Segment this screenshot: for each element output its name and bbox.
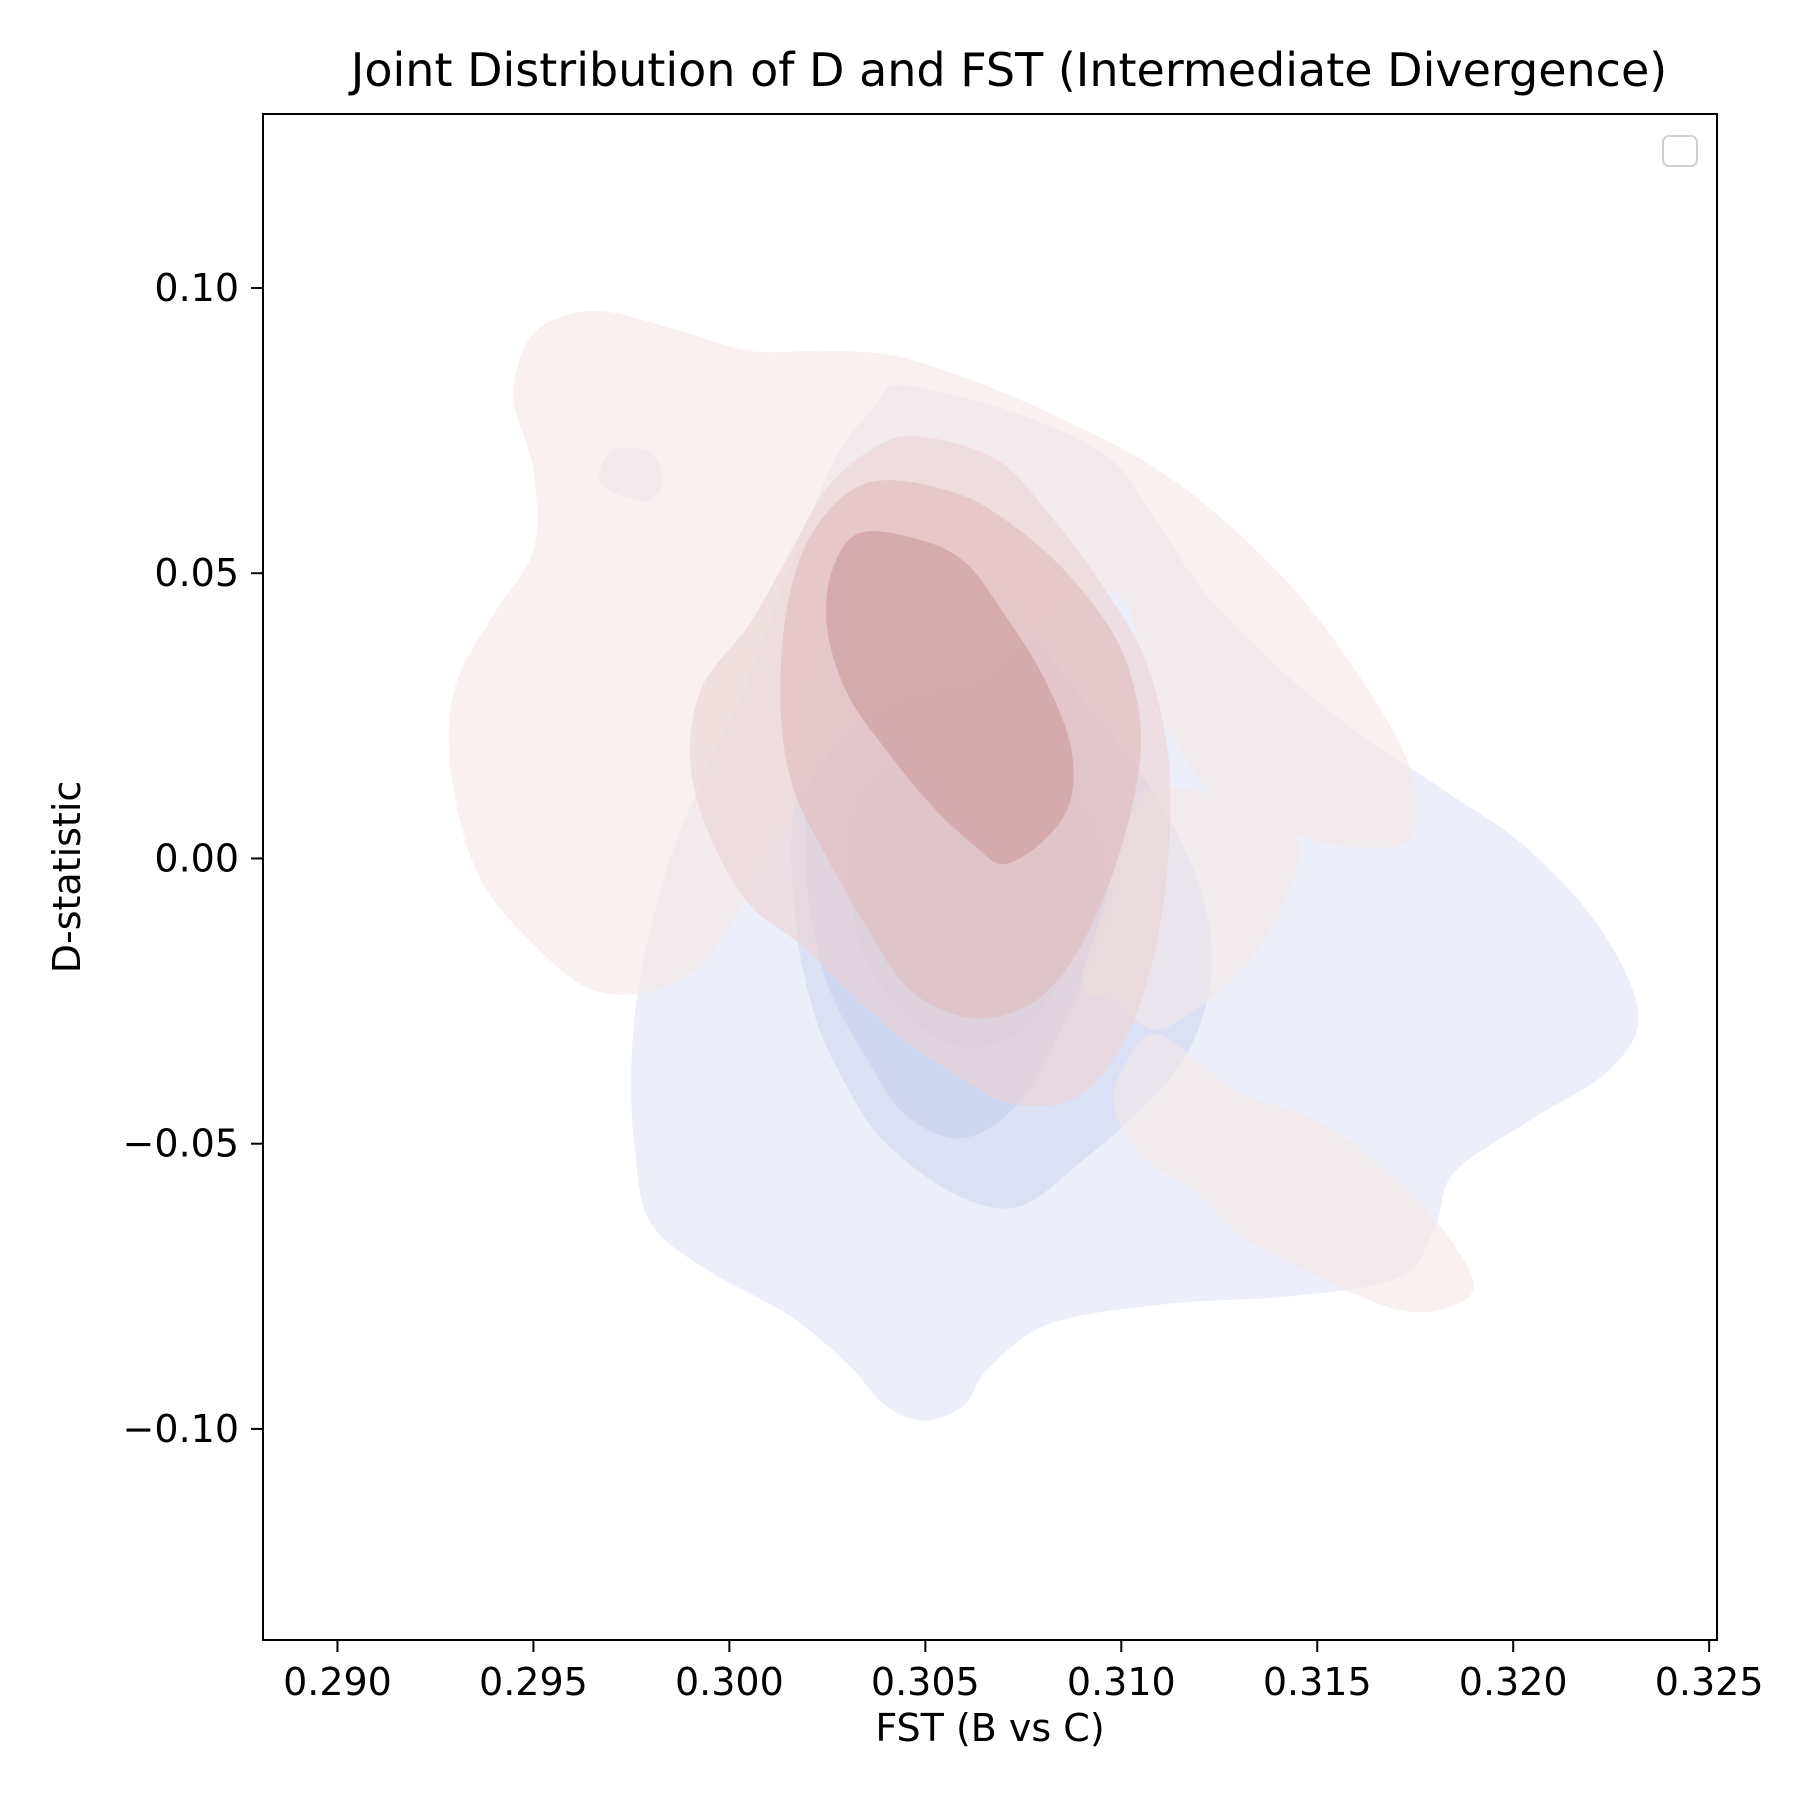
kde-series-red [448, 310, 1474, 1313]
x-tick-label: 0.300 [675, 1660, 784, 1704]
x-tick-label: 0.290 [283, 1660, 392, 1704]
x-tick-label: 0.315 [1263, 1660, 1372, 1704]
legend-box [1662, 135, 1698, 167]
y-tick-label: −0.10 [123, 1407, 239, 1451]
plot-area-frame [262, 113, 1718, 1641]
y-axis-label: D-statistic [45, 781, 89, 974]
y-tick-label: 0.10 [154, 266, 239, 310]
x-axis-label: FST (B vs C) [875, 1706, 1104, 1750]
x-tick-label: 0.325 [1655, 1660, 1764, 1704]
x-tick-label: 0.320 [1459, 1660, 1568, 1704]
contour-red-level-4-1 [826, 531, 1074, 865]
x-tick-label: 0.295 [479, 1660, 588, 1704]
x-axis: 0.290 0.295 0.300 0.305 0.310 0.315 0.320 0.325 [283, 1640, 1764, 1704]
contour-red-level-1-3 [1113, 1034, 1474, 1313]
y-tick-label: 0.00 [154, 836, 239, 880]
x-tick-label: 0.305 [871, 1660, 980, 1704]
contour-layer [448, 310, 1639, 1421]
y-tick-label: −0.05 [123, 1122, 239, 1166]
chart-title: Joint Distribution of D and FST (Interme… [348, 43, 1667, 97]
x-tick-label: 0.310 [1067, 1660, 1176, 1704]
y-tick-label: 0.05 [154, 551, 239, 595]
y-axis: 0.10 0.05 0.00 −0.05 −0.10 [123, 266, 263, 1451]
